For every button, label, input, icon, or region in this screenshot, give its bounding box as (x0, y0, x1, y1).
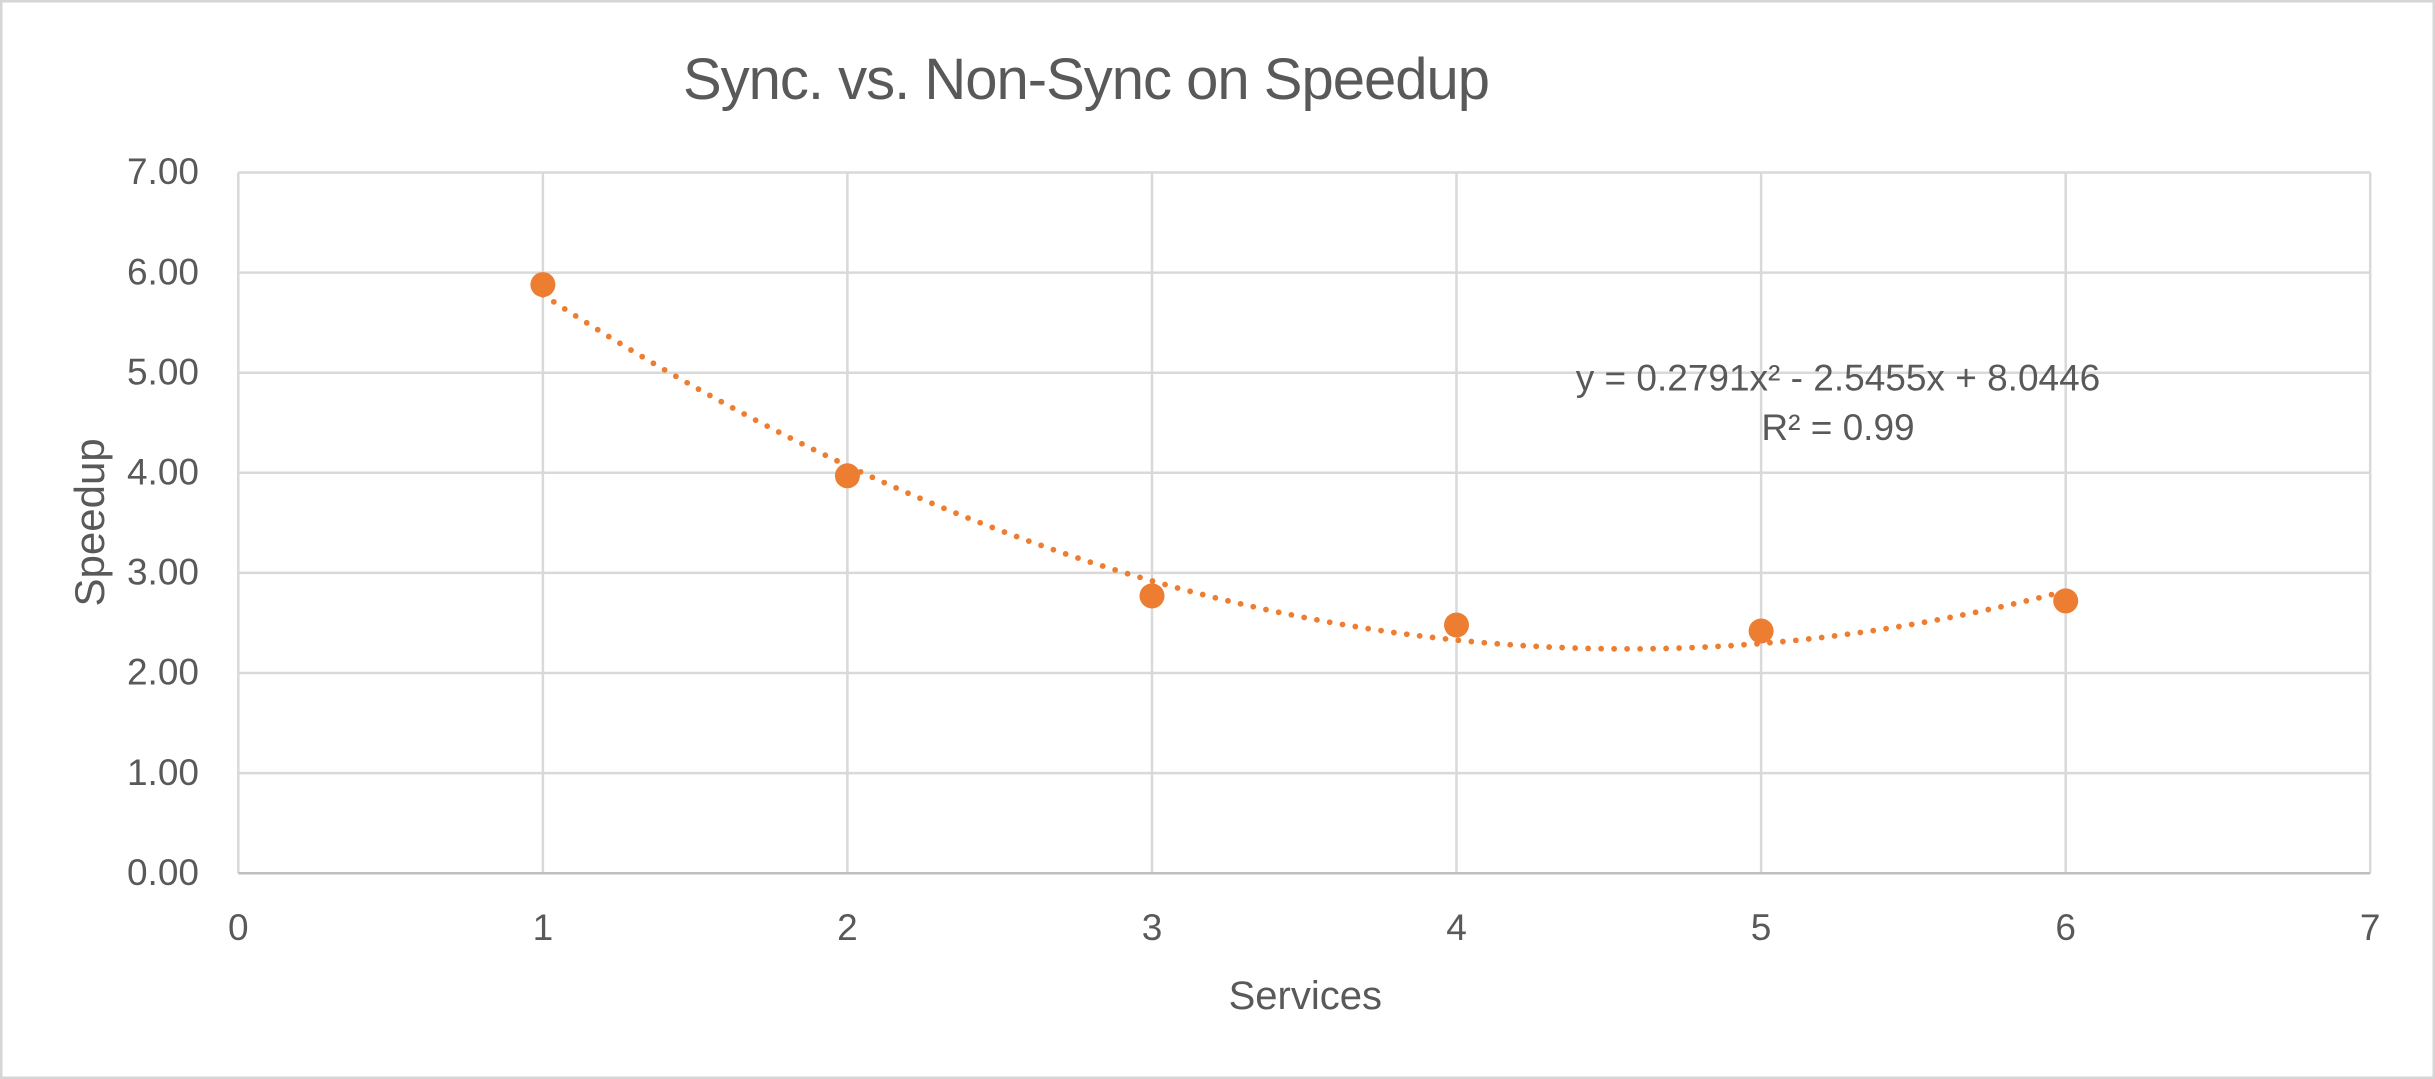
svg-text:7.00: 7.00 (127, 151, 199, 192)
svg-text:5.00: 5.00 (127, 351, 199, 392)
svg-text:Sync. vs. Non-Sync on Speedup: Sync. vs. Non-Sync on Speedup (683, 47, 1489, 112)
svg-text:4: 4 (1446, 907, 1467, 948)
svg-text:Services: Services (1229, 974, 1382, 1018)
svg-text:3.00: 3.00 (127, 552, 199, 593)
svg-text:3: 3 (1142, 907, 1163, 948)
svg-text:2.00: 2.00 (127, 652, 199, 693)
svg-text:y = 0.2791x² - 2.5455x + 8.044: y = 0.2791x² - 2.5455x + 8.0446 (1576, 358, 2101, 399)
svg-text:2: 2 (837, 907, 858, 948)
svg-text:7: 7 (2360, 907, 2381, 948)
svg-text:Speedup: Speedup (66, 438, 113, 606)
svg-text:6.00: 6.00 (127, 251, 199, 292)
svg-text:6: 6 (2055, 907, 2076, 948)
svg-text:R² = 0.99: R² = 0.99 (1761, 407, 1914, 448)
svg-text:1: 1 (533, 907, 554, 948)
svg-text:1.00: 1.00 (127, 752, 199, 793)
svg-text:0: 0 (228, 907, 249, 948)
svg-text:0.00: 0.00 (127, 852, 199, 893)
svg-text:5: 5 (1751, 907, 1772, 948)
svg-text:4.00: 4.00 (127, 452, 199, 493)
